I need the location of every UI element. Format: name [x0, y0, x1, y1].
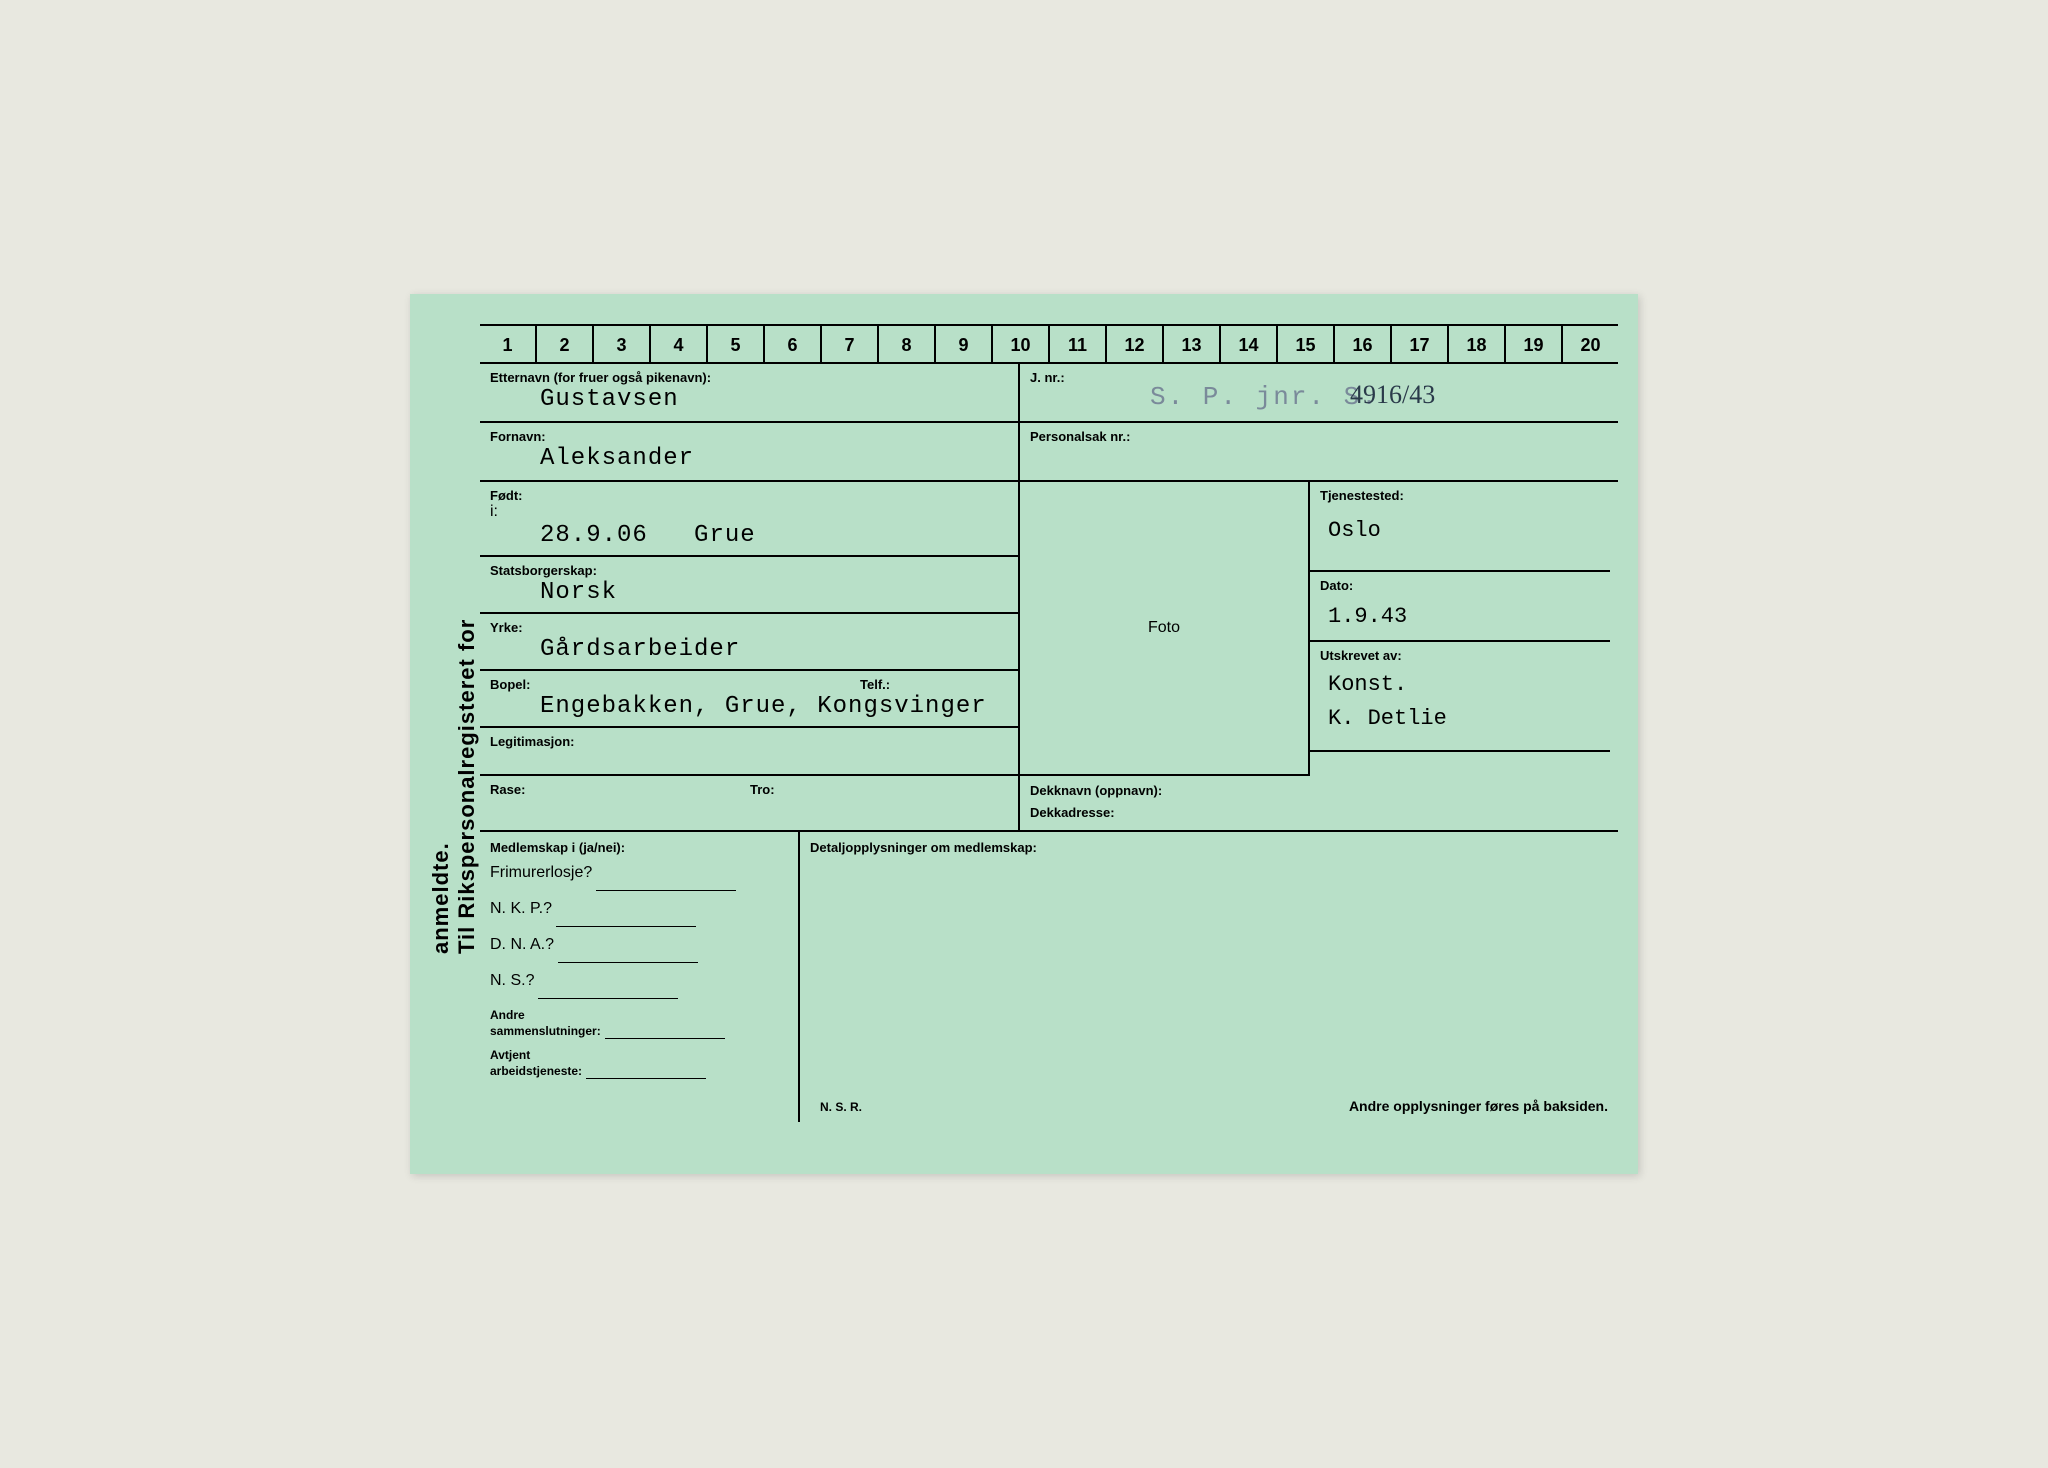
station-value: Oslo [1320, 517, 1600, 545]
ruler-cell: 9 [936, 326, 993, 362]
personalsak-label: Personalsak nr.: [1030, 429, 1608, 444]
ruler-cell: 12 [1107, 326, 1164, 362]
number-ruler: 1 2 3 4 5 6 7 8 9 10 11 12 13 14 15 16 1… [480, 324, 1618, 364]
ruler-cell: 15 [1278, 326, 1335, 362]
personalsak-cell: Personalsak nr.: [1020, 423, 1618, 482]
ruler-cell: 8 [879, 326, 936, 362]
station-cell: Tjenestested: Oslo [1310, 482, 1610, 572]
row-surname: Etternavn (for fruer også pikenavn): Gus… [480, 364, 1618, 423]
residence-label: Bopel: [490, 677, 1008, 692]
row-firstname: Fornavn: Aleksander Personalsak nr.: [480, 423, 1618, 482]
ruler-cell: 6 [765, 326, 822, 362]
surname-cell: Etternavn (for fruer også pikenavn): Gus… [480, 364, 1020, 423]
surname-value: Gustavsen [490, 385, 1008, 415]
firstname-cell: Fornavn: Aleksander [480, 423, 1020, 482]
ruler-cell: 2 [537, 326, 594, 362]
row-main: Født: i: 28.9.06 Grue Statsborgerskap: N… [480, 482, 1618, 776]
row-membership: Medlemskap i (ja/nei): Frimurerlosje? N.… [480, 832, 1618, 1122]
ruler-cell: 4 [651, 326, 708, 362]
ns-label: N. S.? [490, 972, 534, 989]
alias-label: Dekknavn (oppnavn): [1030, 780, 1608, 802]
cover-address-label: Dekkadresse: [1030, 802, 1608, 824]
born-value: 28.9.06 Grue [490, 521, 1008, 551]
born-label: Født: [490, 488, 1008, 503]
card-content: 1 2 3 4 5 6 7 8 9 10 11 12 13 14 15 16 1… [480, 324, 1618, 1154]
firstname-value: Aleksander [490, 444, 1008, 474]
ruler-cell: 18 [1449, 326, 1506, 362]
ruler-cell: 17 [1392, 326, 1449, 362]
left-column: Født: i: 28.9.06 Grue Statsborgerskap: N… [480, 482, 1020, 776]
issued-value2: K. Detlie [1320, 705, 1600, 733]
details-label: Detaljopplysninger om medlemskap: [810, 840, 1608, 855]
other-orgs: Andresammenslutninger: [490, 1007, 788, 1039]
ruler-cell: 20 [1563, 326, 1618, 362]
freemason-line: Frimurerlosje? [490, 855, 788, 891]
side-title: Til Rikspersonalregisteret for anmeldte. [428, 514, 480, 954]
membership-cell: Medlemskap i (ja/nei): Frimurerlosje? N.… [480, 832, 800, 1122]
nkp-line: N. K. P.? [490, 891, 788, 927]
ruler-cell: 19 [1506, 326, 1563, 362]
citizenship-value: Norsk [490, 578, 1008, 608]
issued-label: Utskrevet av: [1320, 648, 1600, 663]
occupation-label: Yrke: [490, 620, 1008, 635]
issued-cell: Utskrevet av: Konst. K. Detlie [1310, 642, 1610, 752]
occupation-cell: Yrke: Gårdsarbeider [480, 614, 1020, 671]
jnr-handwritten: 4916/43 [1350, 380, 1435, 410]
faith-label: Tro: [750, 782, 775, 797]
occupation-value: Gårdsarbeider [490, 635, 1008, 665]
ruler-cell: 5 [708, 326, 765, 362]
right-column: Tjenestested: Oslo Dato: 1.9.43 Utskreve… [1310, 482, 1610, 776]
id-cell: Legitimasjon: [480, 728, 1020, 776]
jnr-cell: J. nr.: S. P. jnr. S. 4916/43 [1020, 364, 1618, 423]
dna-label: D. N. A.? [490, 936, 554, 953]
born-place: Grue [694, 522, 756, 549]
surname-label: Etternavn (for fruer også pikenavn): [490, 370, 1008, 385]
jnr-stamp: S. P. jnr. S. [1150, 382, 1379, 412]
labor-service: Avtjentarbeidstjeneste: [490, 1047, 788, 1079]
dna-line: D. N. A.? [490, 927, 788, 963]
station-label: Tjenestested: [1320, 488, 1600, 503]
alias-cell: Dekknavn (oppnavn): Dekkadresse: [1020, 776, 1618, 830]
citizenship-label: Statsborgerskap: [490, 563, 1008, 578]
date-cell: Dato: 1.9.43 [1310, 572, 1610, 642]
ruler-cell: 14 [1221, 326, 1278, 362]
born-cell: Født: i: 28.9.06 Grue [480, 482, 1020, 557]
race-cell: Rase: Tro: [480, 776, 1020, 830]
details-cell: Detaljopplysninger om medlemskap: N. S. … [800, 832, 1618, 1122]
ruler-cell: 7 [822, 326, 879, 362]
citizenship-cell: Statsborgerskap: Norsk [480, 557, 1020, 614]
membership-label: Medlemskap i (ja/nei): [490, 840, 788, 855]
race-label: Rase: [490, 782, 1008, 797]
registration-card: Til Rikspersonalregisteret for anmeldte.… [410, 294, 1638, 1174]
row-race: Rase: Tro: Dekknavn (oppnavn): Dekkadres… [480, 776, 1618, 832]
firstname-label: Fornavn: [490, 429, 1008, 444]
ruler-cell: 13 [1164, 326, 1221, 362]
ns-line: N. S.? [490, 963, 788, 999]
nsr-label: N. S. R. [820, 1100, 862, 1114]
born-in-label: i: [490, 503, 498, 520]
ruler-cell: 11 [1050, 326, 1107, 362]
ruler-cell: 16 [1335, 326, 1392, 362]
issued-value1: Konst. [1320, 671, 1600, 699]
id-label: Legitimasjon: [490, 734, 1008, 749]
backside-note: Andre opplysninger føres på baksiden. [1349, 1098, 1608, 1114]
photo-cell: Foto [1020, 482, 1310, 776]
freemason-label: Frimurerlosje? [490, 864, 592, 881]
residence-cell: Bopel: Telf.: Engebakken, Grue, Kongsvin… [480, 671, 1020, 728]
phone-label: Telf.: [860, 677, 890, 692]
date-label: Dato: [1320, 578, 1600, 593]
nkp-label: N. K. P.? [490, 900, 552, 917]
residence-value: Engebakken, Grue, Kongsvinger [490, 692, 1008, 722]
born-date: 28.9.06 [540, 522, 648, 549]
date-value: 1.9.43 [1320, 603, 1600, 631]
photo-label: Foto [1148, 619, 1180, 637]
ruler-cell: 10 [993, 326, 1050, 362]
ruler-cell: 1 [480, 326, 537, 362]
ruler-cell: 3 [594, 326, 651, 362]
